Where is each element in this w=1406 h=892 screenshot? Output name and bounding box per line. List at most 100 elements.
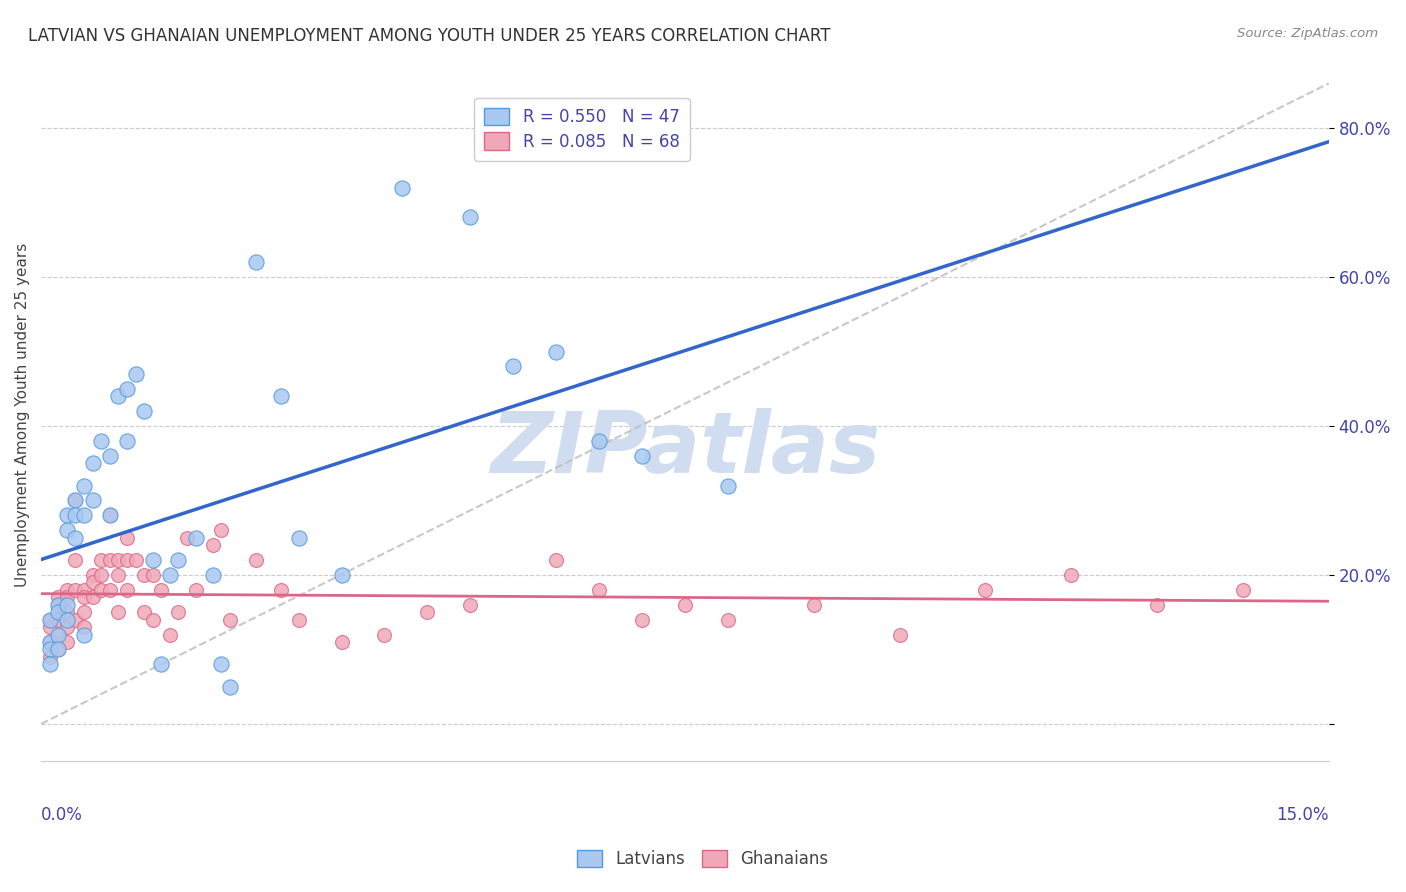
Point bbox=[107, 389, 129, 403]
Point bbox=[502, 359, 524, 374]
Point bbox=[159, 568, 181, 582]
Point bbox=[73, 627, 96, 641]
Legend: Latvians, Ghanaians: Latvians, Ghanaians bbox=[571, 843, 835, 875]
Point bbox=[115, 553, 138, 567]
Point bbox=[1232, 582, 1254, 597]
Point bbox=[588, 582, 610, 597]
Point bbox=[159, 627, 181, 641]
Point bbox=[631, 613, 654, 627]
Point bbox=[107, 553, 129, 567]
Legend: R = 0.550   N = 47, R = 0.085   N = 68: R = 0.550 N = 47, R = 0.085 N = 68 bbox=[474, 97, 689, 161]
Point bbox=[176, 531, 198, 545]
Point bbox=[546, 553, 568, 567]
Point bbox=[38, 613, 60, 627]
Point bbox=[245, 553, 267, 567]
Point bbox=[38, 635, 60, 649]
Point bbox=[167, 605, 190, 619]
Point bbox=[98, 553, 121, 567]
Point bbox=[38, 635, 60, 649]
Text: 0.0%: 0.0% bbox=[41, 805, 83, 824]
Point bbox=[134, 568, 156, 582]
Point bbox=[115, 382, 138, 396]
Point bbox=[134, 404, 156, 418]
Point bbox=[588, 434, 610, 448]
Point bbox=[1146, 598, 1168, 612]
Point bbox=[142, 568, 165, 582]
Point bbox=[124, 367, 146, 381]
Point bbox=[46, 598, 69, 612]
Point bbox=[98, 449, 121, 463]
Point bbox=[46, 642, 69, 657]
Point bbox=[142, 553, 165, 567]
Point bbox=[546, 344, 568, 359]
Point bbox=[184, 582, 207, 597]
Point bbox=[46, 613, 69, 627]
Point bbox=[73, 478, 96, 492]
Point bbox=[56, 591, 79, 605]
Point bbox=[330, 635, 353, 649]
Point bbox=[56, 613, 79, 627]
Point bbox=[73, 582, 96, 597]
Point bbox=[245, 255, 267, 269]
Point bbox=[803, 598, 825, 612]
Point bbox=[717, 613, 740, 627]
Point bbox=[270, 582, 292, 597]
Y-axis label: Unemployment Among Youth under 25 years: Unemployment Among Youth under 25 years bbox=[15, 243, 30, 587]
Point bbox=[56, 620, 79, 634]
Point bbox=[65, 531, 87, 545]
Point bbox=[65, 582, 87, 597]
Point bbox=[56, 582, 79, 597]
Point bbox=[107, 568, 129, 582]
Point bbox=[974, 582, 997, 597]
Point bbox=[82, 568, 104, 582]
Point bbox=[115, 531, 138, 545]
Point bbox=[38, 613, 60, 627]
Point bbox=[416, 605, 439, 619]
Point bbox=[65, 493, 87, 508]
Point bbox=[124, 553, 146, 567]
Point bbox=[65, 553, 87, 567]
Point bbox=[98, 508, 121, 523]
Point bbox=[82, 575, 104, 590]
Point bbox=[73, 591, 96, 605]
Point bbox=[90, 434, 112, 448]
Point bbox=[270, 389, 292, 403]
Text: ZIPatlas: ZIPatlas bbox=[489, 408, 880, 491]
Point bbox=[1060, 568, 1083, 582]
Text: Source: ZipAtlas.com: Source: ZipAtlas.com bbox=[1237, 27, 1378, 40]
Point bbox=[90, 568, 112, 582]
Point bbox=[287, 531, 309, 545]
Point bbox=[56, 523, 79, 537]
Point bbox=[38, 657, 60, 672]
Point bbox=[56, 635, 79, 649]
Point bbox=[167, 553, 190, 567]
Point bbox=[38, 649, 60, 664]
Point bbox=[65, 508, 87, 523]
Point bbox=[460, 598, 482, 612]
Point bbox=[287, 613, 309, 627]
Point bbox=[90, 553, 112, 567]
Point bbox=[373, 627, 395, 641]
Point bbox=[46, 627, 69, 641]
Point bbox=[219, 680, 242, 694]
Point bbox=[201, 538, 224, 552]
Point bbox=[98, 582, 121, 597]
Point bbox=[391, 180, 413, 194]
Point bbox=[184, 531, 207, 545]
Text: 15.0%: 15.0% bbox=[1277, 805, 1329, 824]
Point bbox=[115, 582, 138, 597]
Point bbox=[889, 627, 911, 641]
Point bbox=[73, 605, 96, 619]
Point bbox=[38, 642, 60, 657]
Point bbox=[115, 434, 138, 448]
Point bbox=[65, 493, 87, 508]
Point bbox=[134, 605, 156, 619]
Point bbox=[673, 598, 696, 612]
Point bbox=[46, 642, 69, 657]
Point bbox=[219, 613, 242, 627]
Point bbox=[460, 211, 482, 225]
Point bbox=[46, 598, 69, 612]
Point bbox=[631, 449, 654, 463]
Point bbox=[82, 591, 104, 605]
Point bbox=[98, 508, 121, 523]
